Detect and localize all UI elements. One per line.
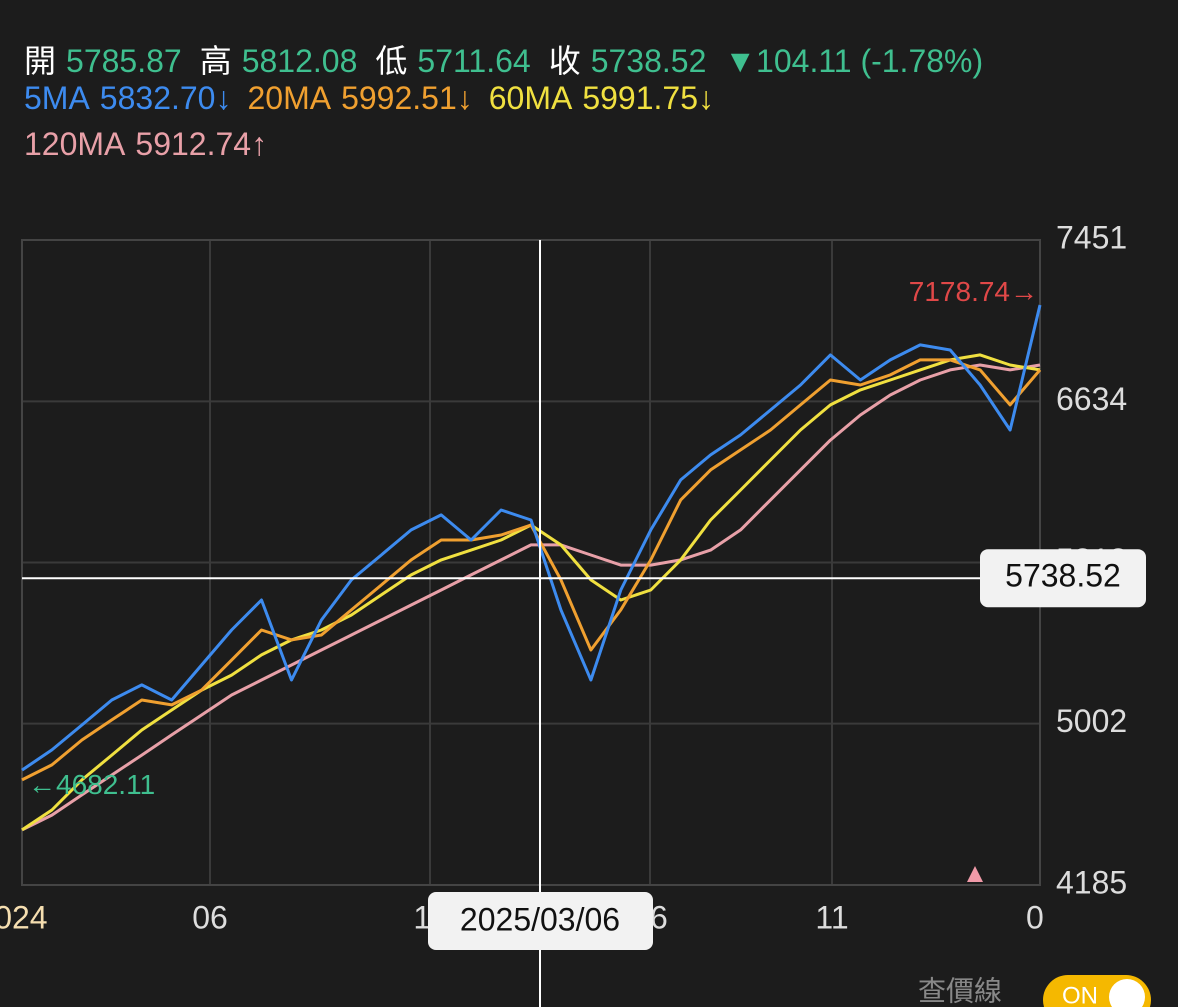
legend-value: 5992.51↓ (341, 80, 473, 116)
ma-row: 120MA 5912.74↑ (24, 126, 267, 163)
quote-label: 高 (199, 43, 232, 79)
marker (967, 866, 983, 882)
low-label: ←4682.11 (28, 769, 155, 800)
quote-value: 5785.87 (66, 43, 182, 79)
date-label: 2025/03/06 (460, 901, 620, 937)
price-label: 5738.52 (1005, 558, 1121, 594)
y-tick-label: 4185 (1056, 864, 1127, 900)
ma-line (21, 363, 1041, 832)
x-tick-label: 2024 (0, 899, 48, 935)
x-tick-label: 06 (192, 899, 228, 935)
quote-label: 開 (24, 43, 57, 79)
x-tick-label: 11 (815, 899, 848, 935)
legend-value: 5832.70↓ (99, 80, 232, 116)
ma-line (21, 304, 1042, 772)
quote-value: 5738.52 (590, 43, 707, 79)
y-tick-label: 7451 (1056, 219, 1127, 255)
legend-name: 20MA (247, 80, 332, 116)
quote-change: ▼104.11 (-1.78%) (724, 43, 984, 79)
legend-name: 5MA (24, 80, 90, 116)
quote-value: 5812.08 (241, 43, 358, 79)
ma-line (21, 353, 1041, 832)
quote-row: 開 5785.87 高 5812.08 低 5711.64 收 5738.52 ▼104.11 … (24, 36, 983, 82)
quote-label: 低 (375, 43, 408, 79)
high-label: 7178.74→ (909, 276, 1038, 307)
ma-line (21, 358, 1042, 782)
toggle-knob (1109, 979, 1145, 1007)
x-tick-label: 01 (1026, 899, 1062, 935)
legend-value: 5912.74↑ (135, 126, 268, 162)
y-tick-label: 5002 (1056, 703, 1127, 739)
price-box (980, 549, 1146, 608)
toggle-state: ON (1062, 982, 1098, 1007)
legend-name: 60MA (488, 80, 573, 116)
y-tick-label: 6634 (1056, 381, 1127, 417)
toggle-label: 查價線 (918, 975, 1002, 1006)
legend-value: 5991.75↓ (582, 80, 714, 116)
date-box (428, 892, 653, 950)
quote-label: 收 (548, 43, 581, 79)
legend-name: 120MA (24, 126, 126, 162)
ma-row: 5MA 5832.70↓ 20MA 5992.51↓ 60MA 5991.75↓ (24, 80, 714, 117)
quote-value: 5711.64 (417, 43, 531, 79)
